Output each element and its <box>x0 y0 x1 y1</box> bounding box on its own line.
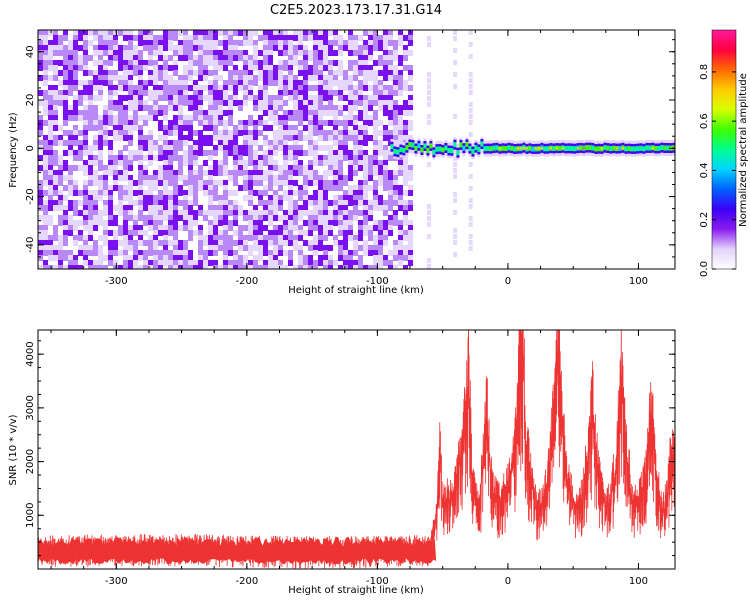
spectrogram-heatmap <box>38 30 675 269</box>
snr-ytick-label: 1000 <box>25 503 36 528</box>
spectrogram-xtick-label: 100 <box>629 276 648 287</box>
snr-series-line <box>38 330 675 569</box>
spectrogram-xlabel: Height of straight line (km) <box>288 285 424 296</box>
snr-ytick-label: 3000 <box>25 395 36 420</box>
spectrogram-ytick-label: -40 <box>25 237 36 253</box>
colorbar: 0.0 0.2 0.4 0.6 0.8 Normalized spectral ampl… <box>699 29 749 277</box>
spectrogram-xtick-label: -300 <box>105 276 128 287</box>
colorbar-tick-label: 0.0 <box>699 261 710 277</box>
snr-ylabel: SNR (10 * v/v) <box>8 414 19 485</box>
spectrogram-xtick-label: -100 <box>366 276 389 287</box>
spectrogram-ytick-label: 40 <box>25 45 36 58</box>
spectrogram-ytick-label: 0 <box>25 145 36 151</box>
snr-xtick-label: -300 <box>105 576 128 587</box>
colorbar-tick-label: 0.8 <box>699 64 710 80</box>
snr-axes-frame <box>37 329 676 570</box>
figure-title: C2E5.2023.173.17.31.G14 <box>270 3 442 18</box>
snr-xtick-label: 0 <box>505 576 511 587</box>
snr-xlabel: Height of straight line (km) <box>288 585 424 596</box>
colorbar-gradient <box>712 30 736 269</box>
snr-ytick-label: 2000 <box>25 449 36 474</box>
spectrogram-xtick-label: -200 <box>236 276 259 287</box>
spectrogram-ylabel: Frequency (Hz) <box>8 112 19 188</box>
colorbar-tick-label: 0.2 <box>699 212 710 228</box>
snr-xtick-label: -200 <box>236 576 259 587</box>
spectrogram-axes-frame <box>37 29 676 270</box>
spectrogram-ytick-label: 20 <box>25 94 36 107</box>
spectrogram-ytick-label: -20 <box>25 188 36 204</box>
snr-xtick-label: 100 <box>629 576 648 587</box>
colorbar-label: Normalized spectral amplitude <box>738 73 749 227</box>
spectrogram-xtick-label: 0 <box>505 276 511 287</box>
snr-ytick-label: 4000 <box>25 341 36 366</box>
snr-panel: -300 -200 -100 0 100 1000 2000 3000 4000 Height … <box>8 329 676 596</box>
colorbar-tick-label: 0.6 <box>699 113 710 129</box>
snr-xtick-label: -100 <box>366 576 389 587</box>
colorbar-tick-label: 0.4 <box>699 162 710 178</box>
